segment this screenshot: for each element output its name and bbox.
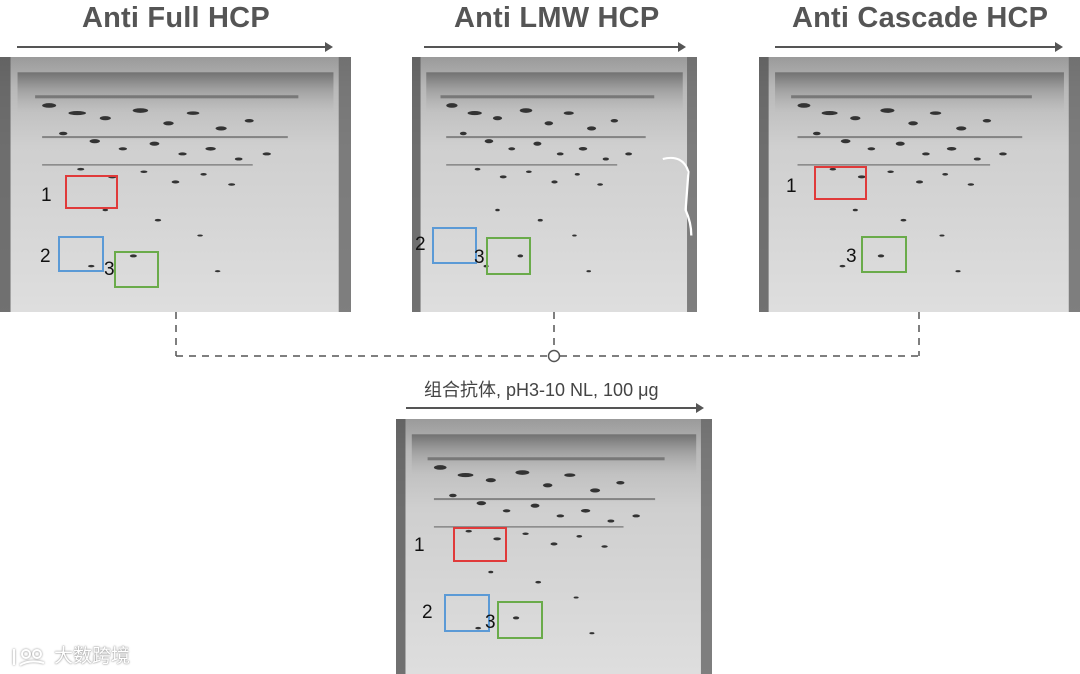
region-box-2	[58, 236, 104, 272]
region-box-1	[65, 175, 118, 209]
panel-title-anti-full-hcp: Anti Full HCP	[82, 2, 270, 34]
region-label-1: 1	[786, 176, 797, 197]
direction-arrow-3	[775, 42, 1063, 52]
region-box-2	[444, 594, 490, 632]
watermark-text: 大数跨境	[54, 646, 131, 667]
region-box-3	[114, 251, 159, 288]
region-label-3: 3	[485, 612, 496, 633]
gel-image-combined	[396, 419, 712, 674]
region-label-3: 3	[474, 247, 485, 268]
direction-arrow-1	[17, 42, 333, 52]
region-label-2: 2	[415, 234, 426, 255]
region-box-3	[486, 237, 531, 275]
combined-subtitle: 组合抗体, pH3-10 NL, 100 μg	[424, 380, 659, 400]
region-box-1	[453, 527, 507, 562]
region-box-3	[861, 236, 907, 273]
region-label-3: 3	[104, 259, 115, 280]
direction-arrow-combined	[406, 403, 704, 413]
region-label-1: 1	[41, 185, 52, 206]
region-label-3: 3	[846, 246, 857, 267]
panel-title-anti-cascade-hcp: Anti Cascade HCP	[792, 2, 1049, 34]
region-label-2: 2	[422, 602, 433, 623]
watermark-logo-icon	[13, 648, 45, 666]
panel-title-anti-lmw-hcp: Anti LMW HCP	[454, 2, 660, 34]
watermark: 大数跨境	[10, 641, 130, 669]
region-box-3	[497, 601, 543, 639]
region-box-1	[814, 166, 867, 200]
junction-circle	[547, 349, 561, 363]
region-box-2	[432, 227, 477, 264]
region-label-1: 1	[414, 535, 425, 556]
gel-image-anti-lmw-hcp	[412, 57, 697, 312]
direction-arrow-2	[424, 42, 686, 52]
region-label-2: 2	[40, 246, 51, 267]
